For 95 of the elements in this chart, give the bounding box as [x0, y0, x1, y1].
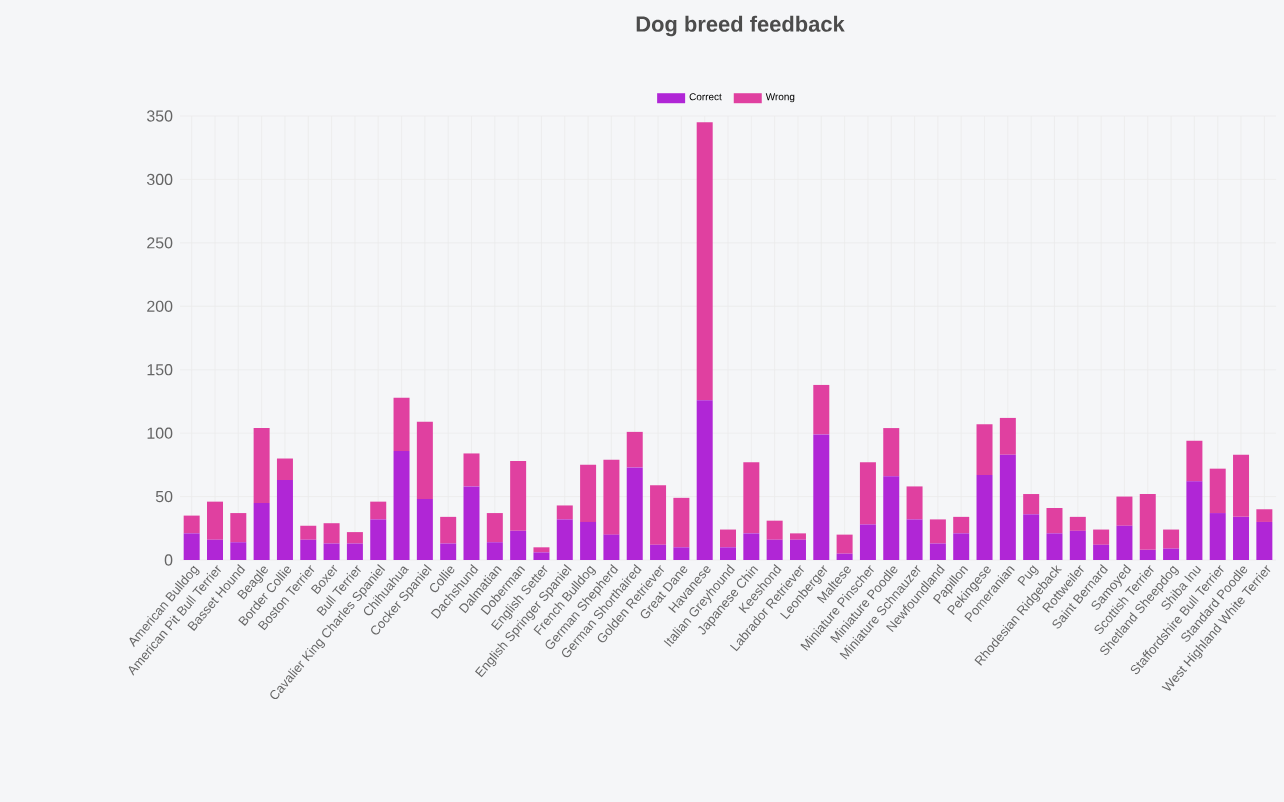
- bar: [929, 519, 946, 544]
- bar: [463, 486, 480, 560]
- bar: [999, 454, 1016, 560]
- bar: [883, 476, 900, 560]
- bar: [1069, 516, 1086, 531]
- bar: [650, 544, 667, 560]
- bar: [183, 515, 200, 534]
- bar: [1163, 548, 1180, 560]
- bar: [230, 513, 247, 543]
- bar: [206, 501, 223, 540]
- bar: [416, 421, 433, 500]
- bar: [300, 525, 317, 540]
- bar: [766, 520, 783, 540]
- bar: [626, 431, 643, 468]
- bar: [1116, 525, 1133, 560]
- bar: [1046, 533, 1063, 560]
- bar: [626, 467, 643, 560]
- bar: [1023, 494, 1040, 515]
- bar: [533, 547, 550, 553]
- chart-title: Dog breed feedback: [636, 15, 845, 37]
- bar: [510, 461, 527, 531]
- bar: [906, 486, 923, 520]
- bar: [953, 533, 970, 560]
- bar: [346, 532, 363, 544]
- bar: [789, 539, 806, 560]
- bar: [883, 428, 900, 477]
- bar: [1139, 549, 1156, 560]
- bar: [486, 542, 503, 560]
- bar: [1116, 496, 1133, 526]
- bar: [1209, 468, 1226, 514]
- bar: [556, 519, 573, 560]
- bar: [1046, 507, 1063, 534]
- bar: [1069, 530, 1086, 560]
- bar: [976, 424, 993, 476]
- bar: [789, 533, 806, 540]
- bar: [1233, 454, 1250, 517]
- bar: [1209, 513, 1226, 560]
- bar: [323, 543, 340, 560]
- bar: [953, 516, 970, 534]
- bar: [253, 428, 270, 503]
- bar: [836, 534, 853, 554]
- bar: [859, 524, 876, 560]
- bar: [603, 459, 620, 535]
- bar: [673, 547, 690, 560]
- bar: [276, 458, 293, 481]
- bar: [720, 529, 737, 548]
- bar: [370, 519, 387, 560]
- bar: [206, 539, 223, 560]
- bar: [813, 384, 830, 435]
- bar: [440, 543, 457, 560]
- bar: [416, 499, 433, 560]
- bar: [743, 462, 760, 534]
- bar: [1256, 509, 1273, 522]
- bar: [1139, 494, 1156, 550]
- bar: [556, 505, 573, 520]
- bar: [696, 122, 713, 401]
- bar: [230, 542, 247, 560]
- bar: [976, 475, 993, 560]
- bar: [580, 521, 597, 560]
- bar: [580, 464, 597, 522]
- bar: [183, 533, 200, 560]
- bar: [393, 397, 410, 451]
- bar: [323, 523, 340, 544]
- bar: [906, 519, 923, 560]
- bar: [1186, 481, 1203, 560]
- bar: [743, 533, 760, 560]
- bar: [1023, 514, 1040, 560]
- bar: [1093, 544, 1110, 560]
- bar: [929, 543, 946, 560]
- bar: [276, 480, 293, 560]
- bar: [486, 513, 503, 543]
- bar: [813, 434, 830, 560]
- bar: [1186, 440, 1203, 482]
- bar: [836, 553, 853, 560]
- bar: [370, 501, 387, 520]
- bar: [1163, 529, 1180, 549]
- bar: [603, 534, 620, 560]
- bar: [440, 516, 457, 544]
- bar: [1256, 521, 1273, 560]
- bar: [999, 417, 1016, 455]
- bar: [393, 450, 410, 560]
- bar: [253, 502, 270, 560]
- bar: [346, 543, 363, 560]
- bar: [1233, 516, 1250, 560]
- bar: [696, 400, 713, 560]
- bar: [766, 539, 783, 560]
- bar: [720, 547, 737, 560]
- bar: [300, 539, 317, 560]
- bar: [533, 552, 550, 560]
- bar: [510, 530, 527, 560]
- bar: [650, 485, 667, 545]
- bar: [1093, 529, 1110, 545]
- bar: [463, 453, 480, 487]
- bar: [859, 462, 876, 525]
- bar: [673, 497, 690, 548]
